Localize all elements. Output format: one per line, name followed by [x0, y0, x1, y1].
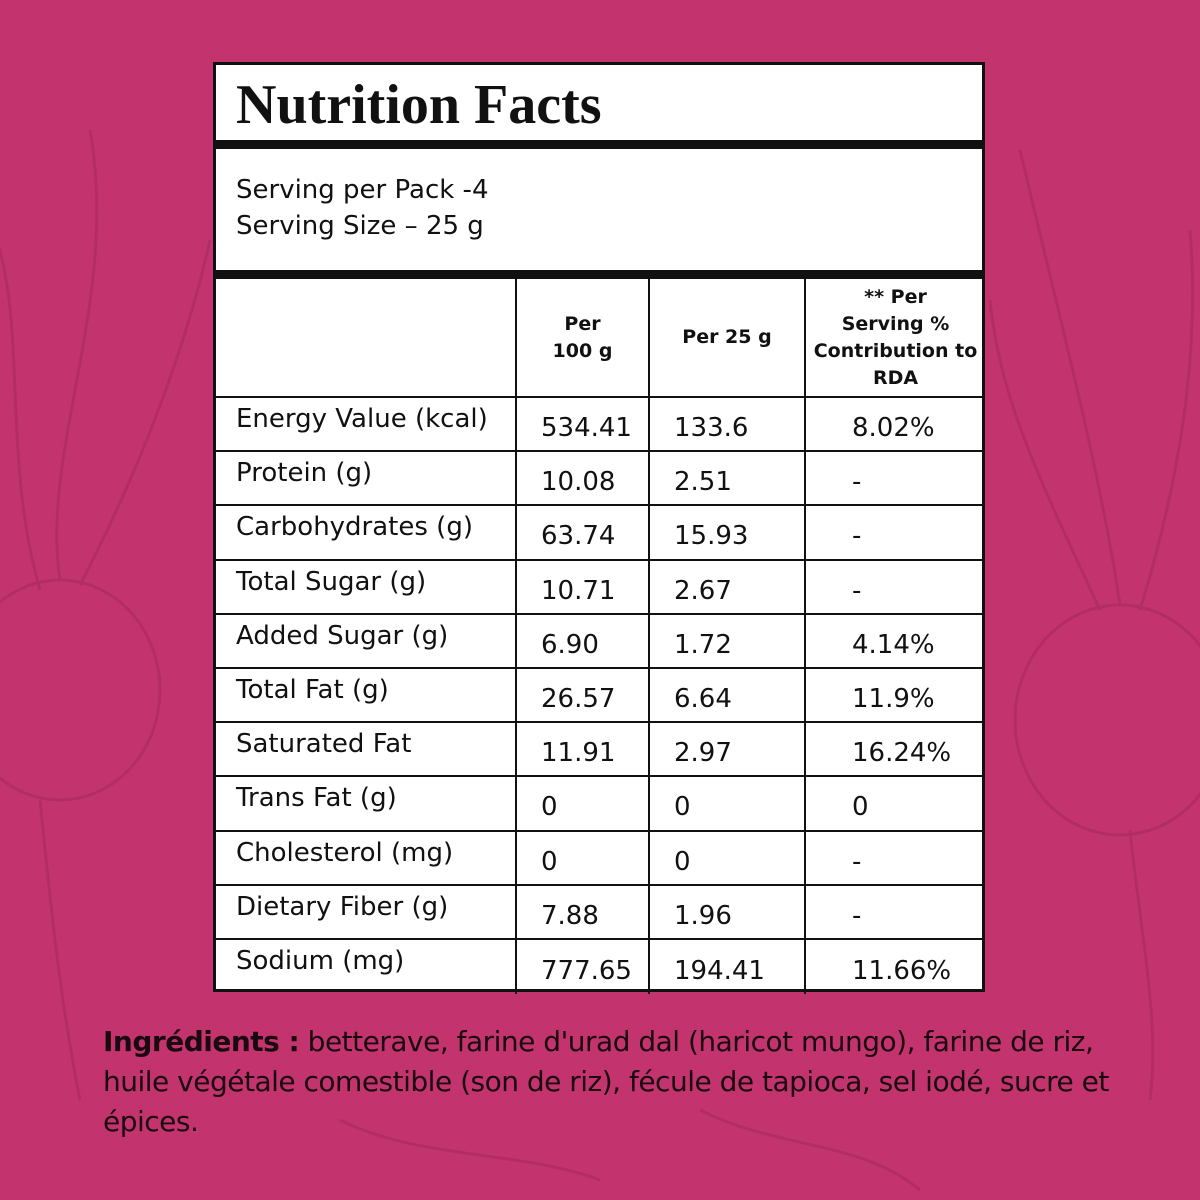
header-text: ** Per — [864, 285, 927, 308]
nutrient-value: 6.64 — [650, 669, 806, 724]
nutrient-value: 777.65 — [517, 940, 650, 995]
nutrient-value: 10.08 — [517, 452, 650, 507]
nutrient-value: 1.72 — [650, 614, 806, 669]
nutrient-value: 63.74 — [517, 506, 650, 561]
ingredients-label: Ingrédients : — [103, 1025, 300, 1058]
nutrient-label: Total Fat (g) — [216, 669, 517, 724]
nutrient-value: 534.41 — [517, 398, 650, 453]
serving-line: Serving Size – 25 g — [236, 211, 484, 241]
header-text: Contribution to — [813, 339, 978, 362]
nutrient-value: - — [806, 506, 985, 561]
header-text: RDA — [872, 366, 919, 389]
header-text: Per — [564, 312, 601, 335]
nutrient-value: 10.71 — [517, 560, 650, 615]
nutrient-value: 2.97 — [650, 723, 806, 778]
nutrient-value: 15.93 — [650, 506, 806, 561]
nutrient-label: Energy Value (kcal) — [216, 398, 517, 453]
nutrient-value: 0 — [517, 777, 650, 832]
nutrient-value: - — [806, 832, 985, 886]
nutrient-value: 16.24% — [806, 723, 985, 778]
header-text: Serving % — [841, 312, 950, 335]
nutrient-label: Dietary Fiber (g) — [216, 885, 517, 940]
ingredients: Ingrédients : betterave, farine d'urad d… — [103, 1022, 1163, 1142]
nutrient-label: Protein (g) — [216, 452, 517, 507]
nutrient-value: - — [806, 886, 985, 940]
nutrient-label: Cholesterol (mg) — [216, 831, 517, 886]
nutrient-value: 2.51 — [650, 452, 806, 507]
header-cell: ** Per Serving % Contribution to RDA — [806, 279, 985, 398]
nutrient-value: 2.67 — [650, 560, 806, 615]
ingredients-text: betterave, farine d'urad dal (haricot mu… — [103, 1025, 1109, 1138]
nutrient-value: 0 — [650, 831, 806, 886]
nutrient-label: Added Sugar (g) — [216, 614, 517, 669]
divider — [216, 270, 982, 279]
nutrient-value: 8.02% — [806, 398, 985, 453]
nutrition-panel: Nutrition Facts Serving per Pack -4 Serv… — [213, 62, 985, 995]
nutrient-value: 0 — [650, 777, 806, 832]
nutrient-value: 11.9% — [806, 669, 985, 724]
nutrient-label: Carbohydrates (g) — [216, 506, 517, 561]
nutrient-label: Trans Fat (g) — [216, 777, 517, 832]
nutrient-value: - — [806, 561, 985, 615]
header-text: Per 25 g — [682, 326, 772, 348]
header-cell — [216, 279, 517, 398]
nutrient-value: 133.6 — [650, 398, 806, 453]
divider — [216, 140, 982, 149]
serving-line: Serving per Pack -4 — [236, 175, 489, 205]
nutrient-label: Saturated Fat — [216, 723, 517, 778]
nutrient-value: 194.41 — [650, 940, 806, 995]
nutrient-value: - — [806, 452, 985, 507]
header-cell: Per 100 g — [517, 279, 650, 398]
nutrient-value: 7.88 — [517, 885, 650, 940]
nutrient-label: Total Sugar (g) — [216, 560, 517, 615]
nutrient-value: 0 — [517, 831, 650, 886]
title: Nutrition Facts — [236, 74, 602, 136]
nutrient-value: 0 — [806, 777, 985, 832]
nutrient-label: Sodium (mg) — [216, 940, 517, 995]
nutrient-value: 4.14% — [806, 615, 985, 669]
header-cell: Per 25 g — [650, 279, 806, 398]
nutrient-value: 26.57 — [517, 669, 650, 724]
nutrient-value: 1.96 — [650, 885, 806, 940]
nutrient-value: 6.90 — [517, 614, 650, 669]
header-text: 100 g — [552, 339, 613, 362]
nutrient-value: 11.66% — [852, 956, 952, 987]
nutrient-value: 11.91 — [517, 723, 650, 778]
